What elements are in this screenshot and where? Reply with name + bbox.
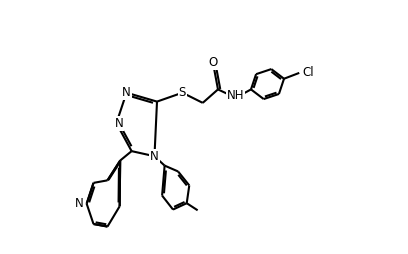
Text: N: N: [122, 86, 131, 99]
Text: S: S: [179, 86, 186, 99]
Text: Cl: Cl: [302, 66, 314, 80]
Text: NH: NH: [227, 89, 244, 102]
Text: N: N: [150, 150, 159, 163]
Text: N: N: [115, 117, 123, 130]
Text: N: N: [75, 197, 84, 210]
Text: O: O: [208, 56, 217, 69]
